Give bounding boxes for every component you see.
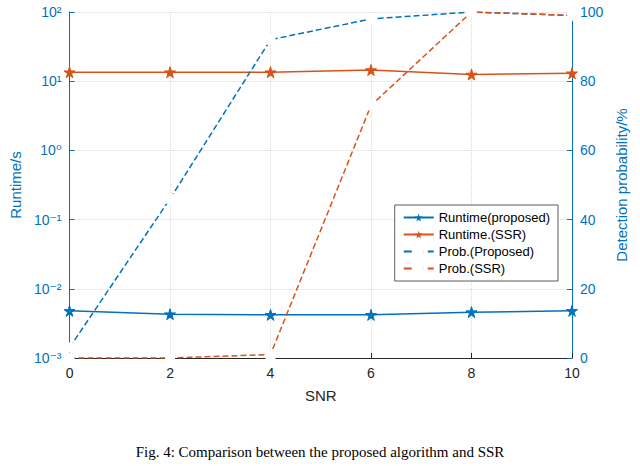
svg-text:20: 20 [580, 281, 596, 297]
svg-text:2: 2 [166, 365, 174, 381]
svg-text:10⁰: 10⁰ [40, 142, 62, 158]
svg-text:Runtime.(SSR): Runtime.(SSR) [439, 227, 526, 242]
svg-text:Detection probability/%: Detection probability/% [613, 108, 630, 261]
svg-text:8: 8 [468, 365, 476, 381]
svg-text:0: 0 [580, 350, 588, 366]
svg-text:Prob.(Proposed): Prob.(Proposed) [439, 244, 534, 259]
svg-text:100: 100 [580, 4, 604, 20]
svg-text:0: 0 [66, 365, 74, 381]
svg-text:Fig. 4: Comparison between the: Fig. 4: Comparison between the proposed … [136, 444, 505, 460]
svg-text:10: 10 [564, 365, 580, 381]
svg-text:SNR: SNR [305, 387, 337, 404]
svg-text:Runtime(proposed): Runtime(proposed) [439, 210, 550, 225]
svg-text:40: 40 [580, 212, 596, 228]
svg-text:Runtime/s: Runtime/s [7, 151, 24, 219]
svg-text:Prob.(SSR): Prob.(SSR) [439, 261, 505, 276]
svg-text:10⁻¹: 10⁻¹ [34, 212, 62, 228]
svg-text:80: 80 [580, 73, 596, 89]
svg-text:6: 6 [367, 365, 375, 381]
svg-text:10⁻²: 10⁻² [34, 281, 62, 297]
svg-text:10⁻³: 10⁻³ [34, 350, 62, 366]
svg-text:10¹: 10¹ [41, 73, 62, 89]
svg-text:10²: 10² [41, 4, 62, 20]
svg-text:60: 60 [580, 142, 596, 158]
svg-text:4: 4 [267, 365, 275, 381]
